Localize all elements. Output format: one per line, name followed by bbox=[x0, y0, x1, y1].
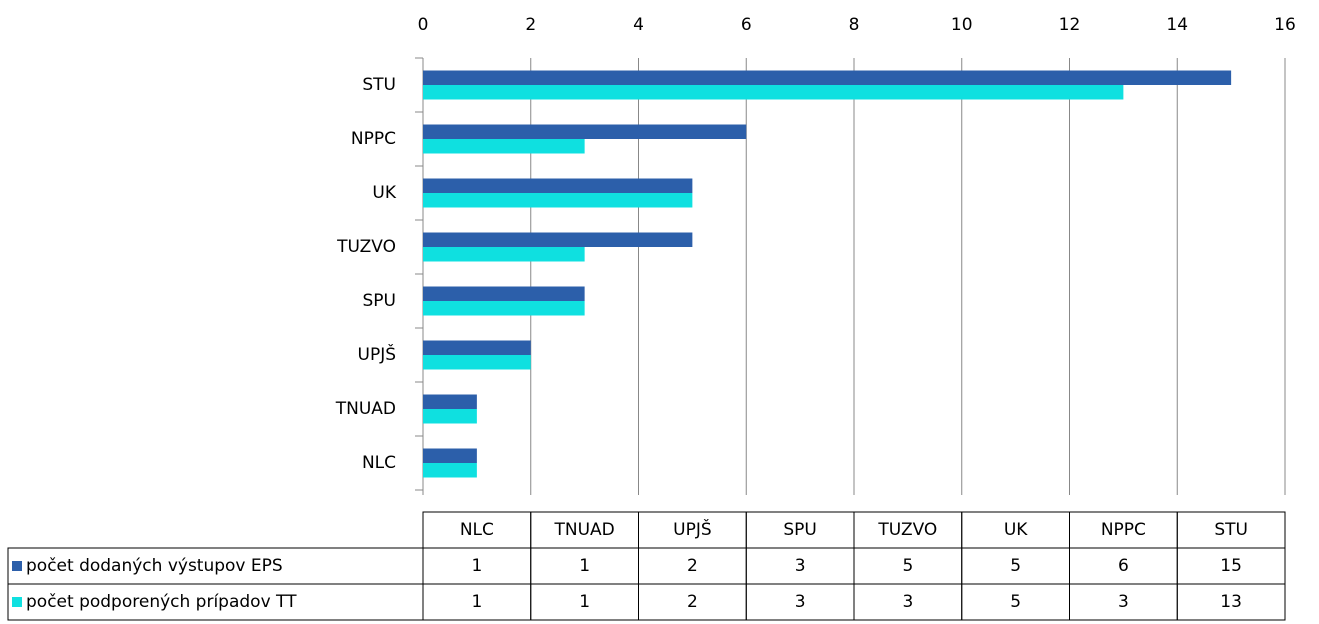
table-value: 6 bbox=[1118, 556, 1129, 576]
x-tick-label: 14 bbox=[1166, 15, 1188, 35]
y-tick-label: UPJŠ bbox=[358, 343, 397, 365]
table-value: 13 bbox=[1220, 592, 1242, 612]
bar bbox=[423, 232, 693, 247]
bar bbox=[423, 247, 585, 262]
bar bbox=[423, 139, 585, 154]
y-tick-label: NPPC bbox=[351, 129, 396, 149]
bar bbox=[423, 301, 585, 316]
legend-key bbox=[12, 561, 22, 571]
bar bbox=[423, 394, 477, 409]
x-tick-label: 8 bbox=[849, 15, 860, 35]
bar bbox=[423, 85, 1124, 100]
bar bbox=[423, 355, 531, 370]
table-header: TUZVO bbox=[877, 520, 937, 540]
y-tick-label: TUZVO bbox=[336, 237, 396, 257]
y-tick-label: STU bbox=[362, 75, 396, 95]
table-header: NLC bbox=[460, 520, 494, 540]
table-value: 5 bbox=[1010, 556, 1021, 576]
legend-key bbox=[12, 597, 22, 607]
table-header: UK bbox=[1004, 520, 1028, 540]
table-value: 3 bbox=[1118, 592, 1129, 612]
table-value: 15 bbox=[1220, 556, 1242, 576]
x-tick-label: 10 bbox=[951, 15, 973, 35]
table-value: 1 bbox=[579, 592, 590, 612]
x-tick-label: 12 bbox=[1059, 15, 1081, 35]
table-value: 3 bbox=[795, 556, 806, 576]
bar bbox=[423, 193, 693, 208]
bar bbox=[423, 448, 477, 463]
legend-label: počet podporených prípadov TT bbox=[26, 592, 297, 612]
table-header: STU bbox=[1214, 520, 1248, 540]
legend-label: počet dodaných výstupov EPS bbox=[26, 556, 283, 576]
bar bbox=[423, 409, 477, 424]
x-tick-label: 4 bbox=[633, 15, 644, 35]
bar bbox=[423, 178, 693, 193]
bar bbox=[423, 286, 585, 301]
table-value: 1 bbox=[471, 556, 482, 576]
table-header: UPJŠ bbox=[673, 518, 712, 540]
table-value: 5 bbox=[902, 556, 913, 576]
x-tick-label: 0 bbox=[418, 15, 429, 35]
table-value: 5 bbox=[1010, 592, 1021, 612]
y-tick-label: TNUAD bbox=[335, 399, 396, 419]
table-value: 3 bbox=[795, 592, 806, 612]
y-tick-label: UK bbox=[372, 183, 396, 203]
y-tick-label: SPU bbox=[363, 291, 397, 311]
table-header: SPU bbox=[783, 520, 817, 540]
table-header: TNUAD bbox=[553, 520, 614, 540]
bar bbox=[423, 70, 1232, 85]
bar bbox=[423, 340, 531, 355]
table-value: 1 bbox=[471, 592, 482, 612]
table-value: 3 bbox=[902, 592, 913, 612]
table-value: 2 bbox=[687, 556, 698, 576]
x-tick-label: 2 bbox=[525, 15, 536, 35]
bar bbox=[423, 124, 747, 139]
table-header: NPPC bbox=[1101, 520, 1146, 540]
x-tick-label: 16 bbox=[1274, 15, 1296, 35]
table-value: 2 bbox=[687, 592, 698, 612]
table-cell bbox=[1176, 583, 1286, 621]
x-tick-label: 6 bbox=[741, 15, 752, 35]
y-tick-label: NLC bbox=[362, 453, 396, 473]
table-value: 1 bbox=[579, 556, 590, 576]
bar bbox=[423, 463, 477, 478]
